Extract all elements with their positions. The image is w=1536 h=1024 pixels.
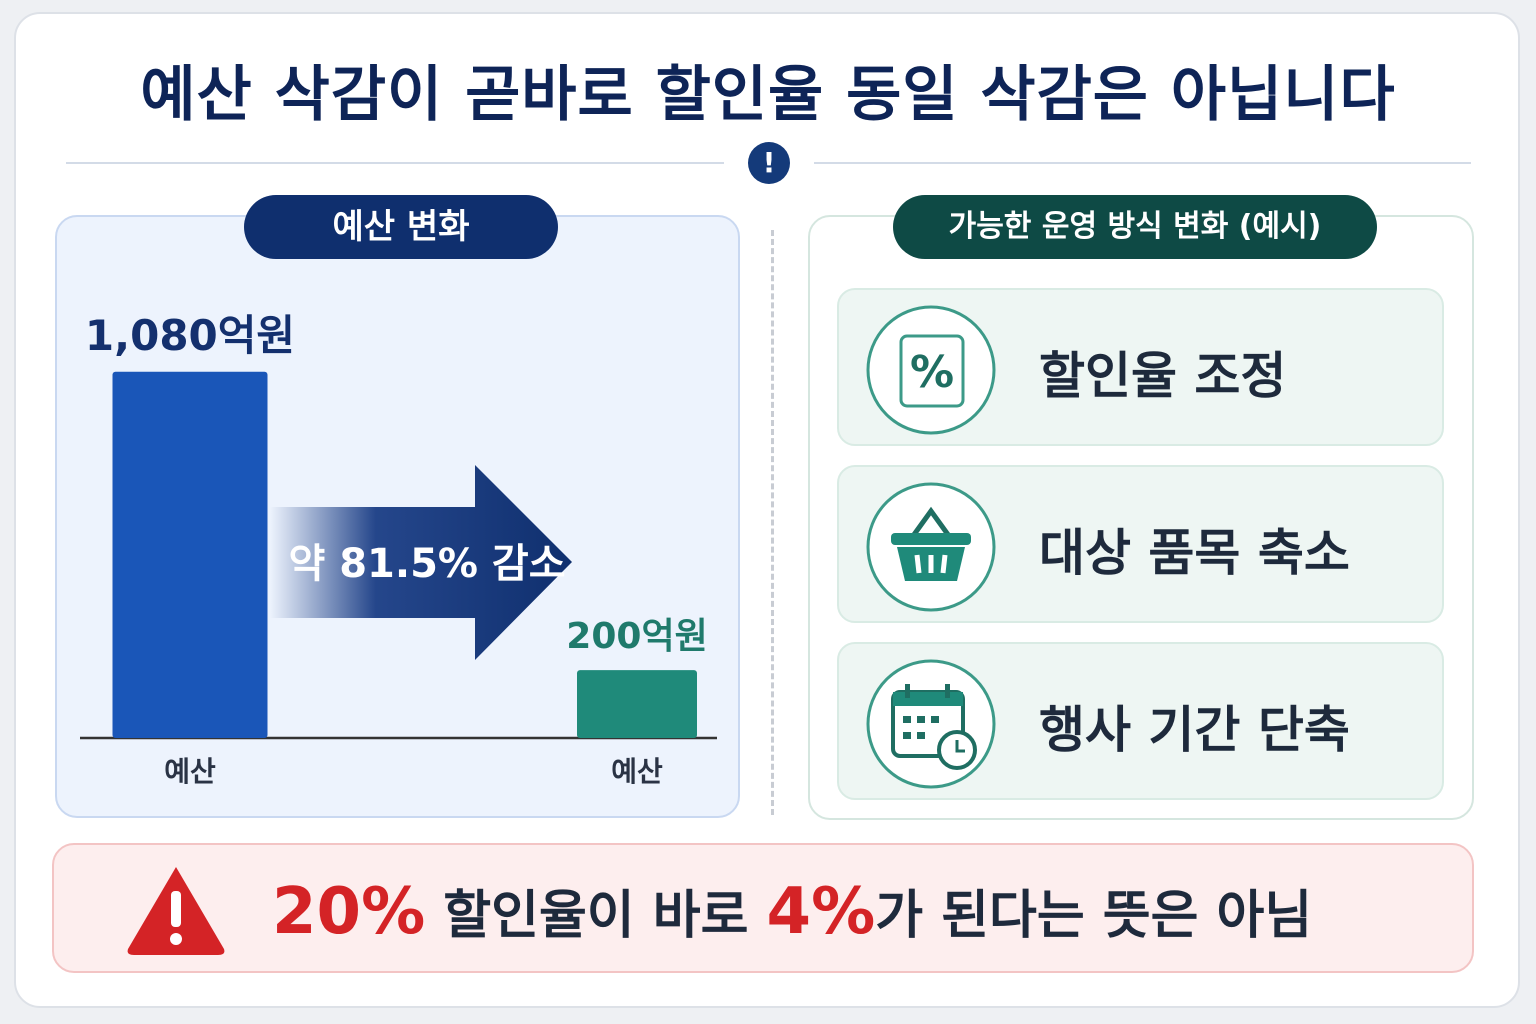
option-card: % 할인율 조정 bbox=[837, 288, 1444, 446]
warning-box: 20% 할인율이 바로 4%가 된다는 뜻은 아님 bbox=[52, 843, 1474, 973]
calendar-icon bbox=[866, 659, 996, 789]
warning-text-part: 할인율이 바로 bbox=[425, 886, 767, 946]
percent-icon: % bbox=[866, 305, 996, 435]
chart-title: 예산 변화 bbox=[244, 195, 558, 259]
rule bbox=[66, 162, 724, 164]
option-card: 행사 기간 단축 bbox=[837, 642, 1444, 800]
x-tick-label: 예산 bbox=[611, 755, 663, 788]
warning-text: 20% 할인율이 바로 4%가 된다는 뜻은 아님 bbox=[272, 873, 1312, 949]
svg-text:%: % bbox=[910, 347, 954, 398]
value-label: 200억원 bbox=[566, 616, 707, 657]
warning-number: 20% bbox=[272, 875, 426, 949]
page-title: 예산 삭감이 곧바로 할인율 동일 삭감은 아닙니다 bbox=[140, 60, 1396, 130]
option-card: 대상 품목 축소 bbox=[837, 465, 1444, 623]
warning-text-part: 가 된다는 뜻은 아님 bbox=[875, 886, 1313, 946]
x-tick-label: 예산 bbox=[164, 755, 216, 788]
option-label: 행사 기간 단축 bbox=[1039, 701, 1350, 759]
warning-icon bbox=[127, 867, 225, 955]
bar bbox=[112, 371, 268, 738]
value-label: 1,080억원 bbox=[85, 311, 295, 360]
basket-icon bbox=[866, 482, 996, 612]
alert-icon: ! bbox=[748, 142, 790, 184]
decrease-arrow bbox=[270, 465, 572, 660]
rule bbox=[814, 162, 1471, 164]
option-label: 할인율 조정 bbox=[1039, 347, 1287, 405]
warning-number: 4% bbox=[766, 875, 876, 949]
bar bbox=[577, 670, 697, 738]
divider bbox=[771, 230, 774, 815]
annotation: 약 81.5% 감소 bbox=[288, 541, 565, 587]
option-label: 대상 품목 축소 bbox=[1039, 524, 1350, 582]
options-title: 가능한 운영 방식 변화 (예시) bbox=[893, 195, 1377, 259]
